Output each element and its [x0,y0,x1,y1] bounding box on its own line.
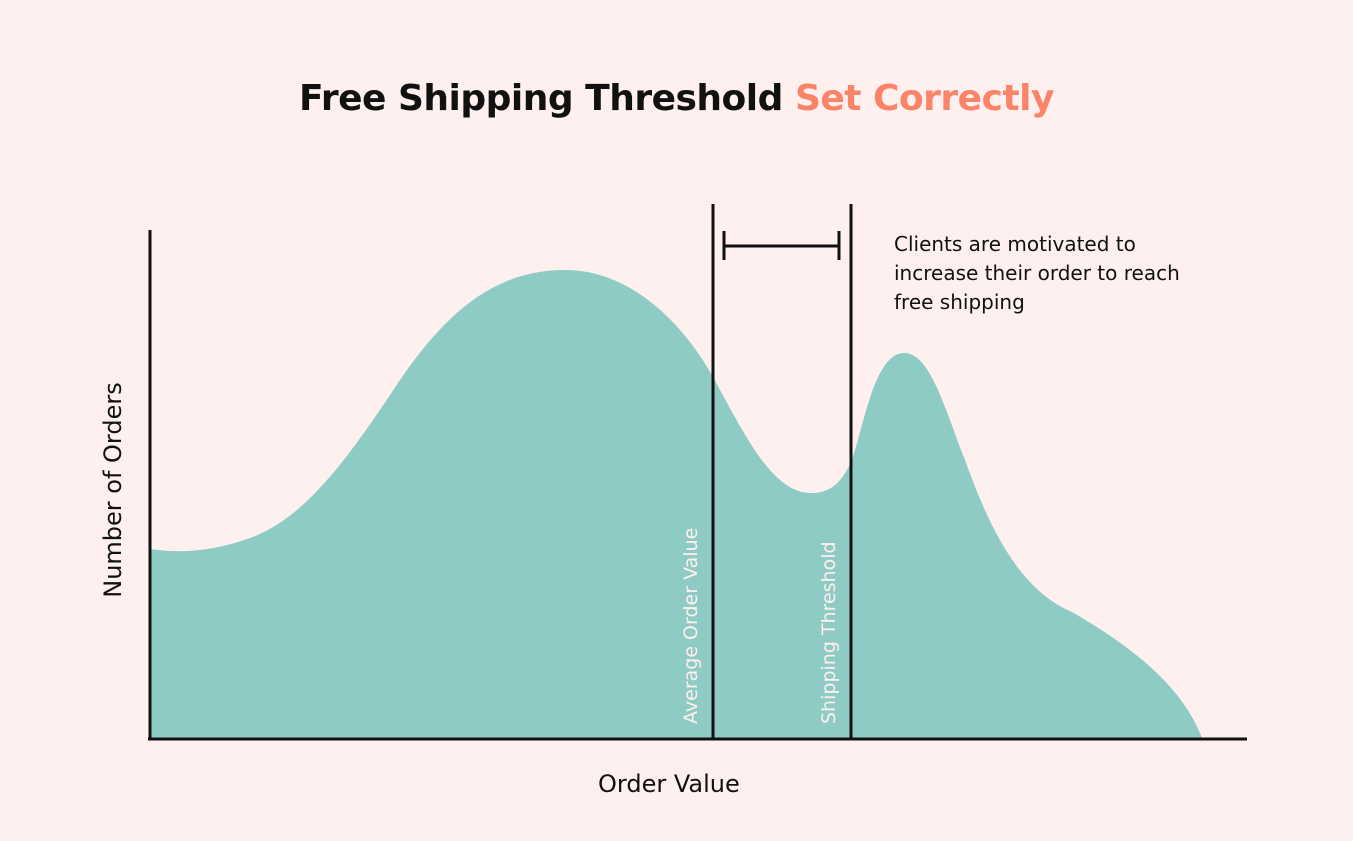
distribution-area [150,270,1202,738]
title-accent: Set Correctly [794,78,1055,119]
range-bracket-icon [722,231,841,260]
chart-title: Free Shipping Threshold Set Correctly [0,78,1353,119]
shipping-threshold-label: Shipping Threshold [818,541,840,724]
y-axis-label: Number of Orders [99,382,127,598]
x-axis-label: Order Value [598,770,740,798]
title-main: Free Shipping Threshold [299,78,795,119]
average-order-value-label: Average Order Value [680,527,702,724]
annotation-text: Clients are motivated to increase their … [894,232,1180,314]
